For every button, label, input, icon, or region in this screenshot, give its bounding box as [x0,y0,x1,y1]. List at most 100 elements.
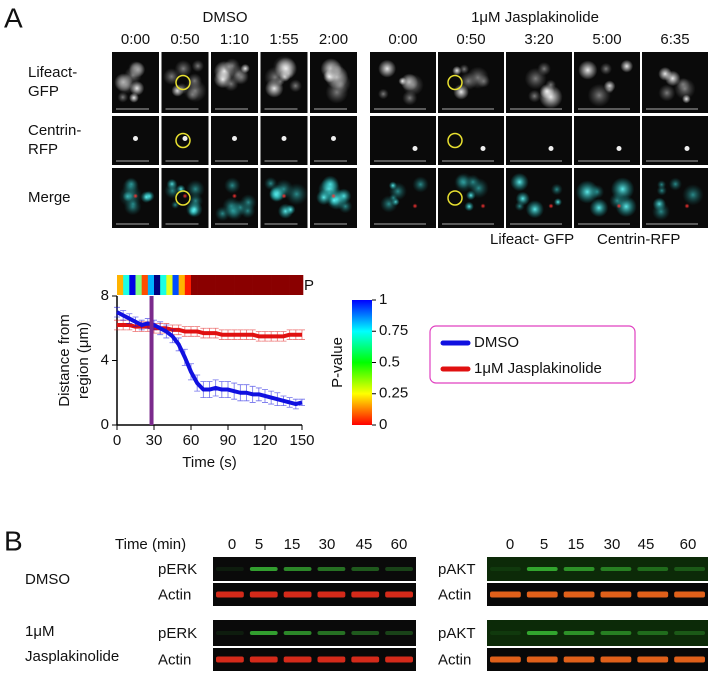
band [317,567,346,571]
pvalue-cell [215,275,223,295]
centrin-signal [412,203,418,209]
cell-signal [537,62,551,76]
cell-signal [176,184,186,194]
colorbar-tick-label: 1 [379,291,387,308]
colorbar-tick-label: 0.5 [379,353,400,370]
band [317,656,346,663]
band [249,591,278,598]
cell-signal [274,57,298,80]
band [526,656,558,663]
cell-signal [525,200,544,219]
band [249,567,278,571]
channel-legend: Centrin-RFP [597,231,680,248]
band [216,656,244,663]
legend-label: 1μM Jasplakinolide [474,360,602,377]
centrin-signal [133,193,138,199]
cell-signal [545,79,557,91]
lane-time: 15 [284,536,301,553]
x-tick-label: 150 [289,432,314,449]
lane-time: 30 [319,536,336,553]
cell-signal [465,174,481,190]
centrin-signal [548,203,554,209]
band [216,631,244,635]
cell-signal [553,198,562,207]
blot [487,583,708,606]
region-marker [447,74,463,91]
band [216,567,244,571]
centrin-signal [331,193,336,199]
lane-time: 0 [228,536,236,553]
pvalue-cell [283,275,290,295]
pvalue-cell [197,275,204,295]
band [351,656,380,663]
pvalue-cell [240,275,247,295]
x-axis-label: Time (s) [182,454,236,471]
band [283,567,312,571]
condition-label: Jasplakinolide [25,648,119,665]
blot [487,557,708,581]
pvalue-cell [252,275,260,295]
cell-signal [171,200,180,210]
condition-label: DMSO [25,571,70,588]
band [526,567,558,571]
pvalue-cell [129,275,136,295]
condition-label: 1μM [25,623,54,640]
time-label: 0:50 [456,31,485,48]
time-label: 0:00 [388,31,417,48]
lane-time: 45 [638,536,655,553]
cell-signal [140,191,153,203]
cell-signal [186,201,203,218]
cell-signal [224,177,241,194]
band [526,591,558,598]
band [317,631,346,635]
y-tick-label: 0 [101,416,109,433]
centrin-signal [684,146,690,151]
pvalue-cell [184,275,192,295]
band [674,591,705,598]
pvalue-cell [135,275,142,295]
band [637,656,669,663]
centrin-signal [281,136,287,141]
band [674,656,705,663]
pvalue-cell [203,275,210,295]
series-line [116,310,303,407]
cell-signal [589,198,609,218]
cell-signal [539,85,563,109]
band [283,591,312,598]
cell-signal [452,66,462,76]
cell-signal [514,201,525,212]
band [249,656,278,663]
cell-signal [388,193,398,203]
band [385,631,413,635]
cell-signal [615,195,637,218]
blot-label: Actin [158,586,191,603]
band [526,631,558,635]
pvalue-cell [141,275,149,295]
pvalue-cell [147,275,155,295]
cell-signal [117,91,129,103]
micrograph [642,116,708,165]
micrograph [438,116,504,165]
cell-signal [191,59,205,73]
pvalue-cell [117,275,124,295]
cell-signal [682,94,691,104]
cell-signal [285,204,296,215]
time-label: 1:55 [269,31,298,48]
pvalue-cell [166,275,173,295]
band [249,631,278,635]
cell-signal [657,180,667,190]
pvalue-cell [265,275,272,295]
band [351,631,380,635]
cell-signal [610,177,635,201]
x-tick-label: 90 [220,432,237,449]
centrin-signal [684,203,690,209]
pvalue-cell [154,275,161,295]
cell-signal [464,201,474,212]
band [216,591,244,598]
blot [487,648,708,671]
band [563,631,595,635]
centrin-signal [480,146,486,151]
time-label: 6:35 [660,31,689,48]
micrograph [370,116,436,165]
